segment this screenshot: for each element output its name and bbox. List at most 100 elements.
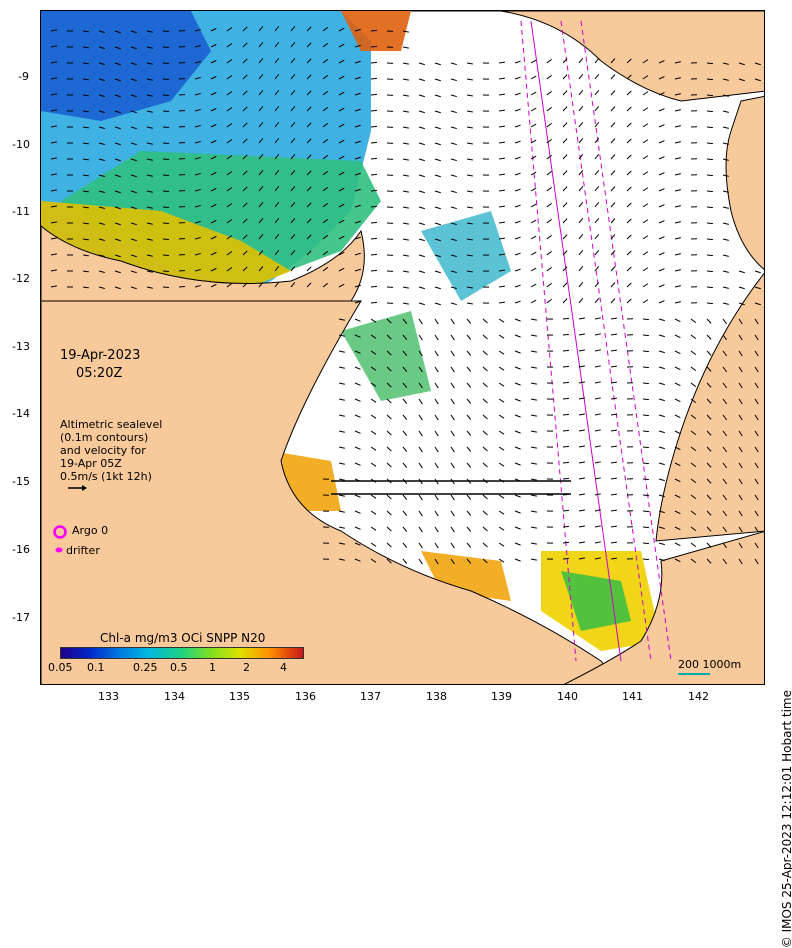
velocity-arrow [371, 62, 377, 63]
velocity-arrow [627, 187, 631, 191]
velocity-arrow [691, 383, 696, 387]
legend-line: 19-Apr 05Z [60, 457, 122, 470]
velocity-arrow [355, 463, 361, 465]
velocity-arrow [675, 238, 681, 239]
velocity-arrow [515, 527, 521, 529]
velocity-arrow [547, 299, 552, 303]
velocity-arrow [659, 189, 664, 191]
argo-label: Argo 0 [72, 524, 108, 537]
velocity-arrow [707, 351, 711, 355]
velocity-arrow [611, 218, 615, 223]
velocity-arrow [643, 172, 648, 175]
velocity-arrow [419, 111, 425, 113]
velocity-arrow [531, 60, 536, 63]
velocity-arrow [531, 527, 537, 528]
velocity-arrow [595, 170, 599, 175]
velocity-arrow [515, 351, 521, 353]
velocity-arrow [595, 494, 601, 495]
velocity-arrow [371, 222, 377, 223]
velocity-arrow [643, 268, 648, 271]
velocity-arrow [371, 158, 377, 159]
velocity-arrow [419, 287, 425, 289]
velocity-arrow [371, 238, 377, 239]
velocity-arrow [467, 415, 471, 420]
velocity-arrow [531, 188, 536, 191]
velocity-arrow [659, 351, 665, 353]
velocity-arrow [499, 495, 504, 498]
velocity-arrow [611, 398, 617, 399]
velocity-arrow [595, 266, 599, 271]
velocity-arrow [611, 430, 617, 431]
velocity-arrow [515, 237, 521, 239]
velocity-arrow [515, 447, 521, 449]
velocity-arrow [163, 47, 169, 48]
velocity-arrow [563, 558, 569, 559]
velocity-arrow [675, 415, 680, 418]
velocity-arrow [435, 303, 441, 305]
velocity-arrow [435, 95, 441, 97]
velocity-arrow [563, 187, 567, 191]
velocity-arrow [643, 140, 648, 143]
velocity-arrow [643, 559, 649, 560]
velocity-arrow [451, 127, 457, 129]
velocity-arrow [579, 430, 585, 431]
velocity-arrow [707, 207, 713, 208]
map-date: 19-Apr-2023 [60, 348, 140, 363]
velocity-arrow [531, 124, 536, 127]
velocity-arrow [531, 415, 537, 416]
y-tick: -15 [12, 475, 30, 488]
velocity-arrow [483, 463, 487, 467]
drifter-icon [54, 546, 64, 554]
x-tick: 141 [622, 690, 643, 703]
velocity-arrow [403, 255, 409, 256]
colorbar-tick: 4 [280, 661, 287, 674]
velocity-arrow [451, 207, 457, 209]
velocity-arrow [563, 139, 567, 143]
velocity-arrow [435, 271, 441, 273]
colorbar-title: Chl-a mg/m3 OCi SNPP N20 [100, 631, 265, 645]
velocity-arrow [643, 415, 649, 416]
velocity-arrow [515, 399, 521, 401]
velocity-arrow [387, 527, 391, 531]
velocity-arrow [419, 447, 422, 452]
velocity-arrow [563, 366, 569, 367]
velocity-arrow [595, 446, 601, 447]
velocity-arrow [499, 463, 504, 466]
velocity-arrow [611, 478, 617, 479]
velocity-arrow [579, 106, 583, 111]
velocity-arrow [163, 159, 169, 160]
velocity-arrow [595, 478, 601, 479]
y-tick: -11 [12, 205, 30, 218]
velocity-arrow [435, 143, 441, 145]
colorbar-tick: 0.5 [170, 661, 188, 674]
velocity-arrow [579, 298, 583, 303]
velocity-arrow [563, 123, 567, 127]
velocity-arrow [371, 78, 377, 79]
velocity-arrow [563, 462, 569, 463]
velocity-arrow [611, 446, 617, 447]
velocity-arrow [755, 271, 761, 273]
velocity-arrow [515, 367, 521, 369]
velocity-arrow [531, 156, 536, 159]
velocity-arrow [563, 478, 569, 479]
velocity-arrow [643, 495, 649, 496]
velocity-arrow [627, 267, 631, 271]
velocity-arrow [435, 287, 441, 289]
map-panel[interactable] [40, 10, 765, 685]
velocity-arrow [355, 511, 361, 513]
velocity-arrow [371, 302, 377, 303]
x-tick: 133 [98, 690, 119, 703]
velocity-arrow [659, 157, 664, 159]
velocity-arrow [611, 282, 615, 287]
velocity-arrow [419, 559, 422, 564]
velocity-arrow [659, 431, 665, 433]
velocity-arrow [499, 367, 504, 370]
legend-line: Altimetric sealevel [60, 418, 162, 431]
velocity-arrow [419, 271, 425, 273]
velocity-arrow [419, 543, 422, 548]
velocity-arrow [627, 123, 631, 127]
velocity-arrow [611, 510, 617, 511]
velocity-arrow [579, 462, 585, 463]
velocity-arrow [515, 511, 521, 513]
velocity-arrow [643, 543, 649, 544]
